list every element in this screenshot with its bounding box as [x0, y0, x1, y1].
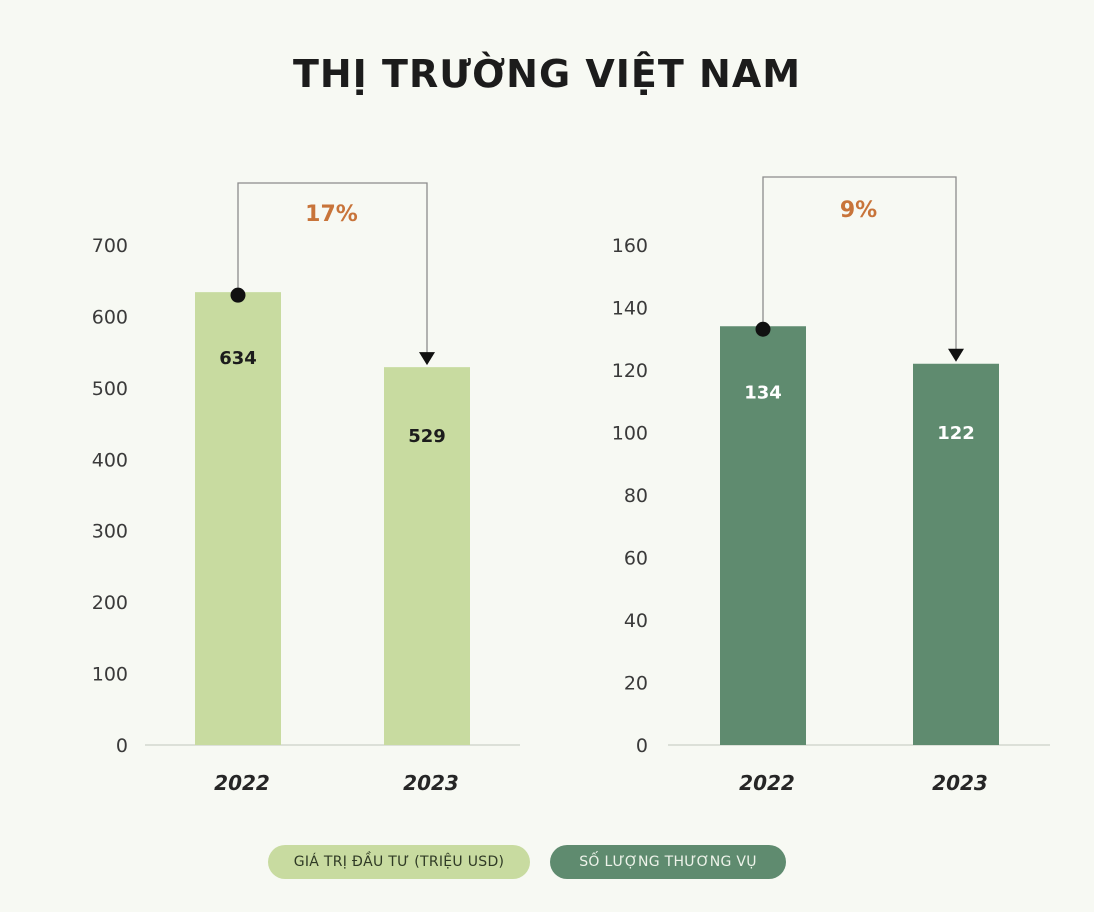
y-tick-label: 0 [116, 735, 128, 757]
bar-2022 [195, 292, 281, 745]
y-tick-label: 80 [624, 485, 648, 507]
change-bracket [237, 182, 428, 356]
y-tick-label: 100 [612, 423, 648, 445]
legend-label: GIÁ TRỊ ĐẦU TƯ (TRIỆU USD) [293, 854, 505, 870]
legend-item-investment-value: GIÁ TRỊ ĐẦU TƯ (TRIỆU USD) [268, 845, 530, 879]
y-tick-label: 20 [624, 673, 648, 695]
x-tick-label: 2022 [214, 771, 270, 795]
bar-2023 [913, 363, 999, 745]
bracket-arrowhead [419, 352, 435, 366]
y-tick-label: 700 [92, 235, 128, 257]
y-tick-label: 140 [612, 298, 648, 320]
data-label: 134 [744, 382, 782, 403]
bar-2023 [384, 367, 470, 745]
y-tick-label: 500 [92, 378, 128, 400]
x-tick-label: 2022 [739, 771, 795, 795]
data-label: 529 [408, 426, 446, 447]
bar-2022 [720, 326, 806, 745]
y-tick-label: 300 [92, 521, 128, 543]
y-tick-label: 160 [612, 235, 648, 257]
y-tick-label: 200 [92, 592, 128, 614]
change-percent-label: 17% [305, 202, 358, 227]
x-tick-label: 2023 [403, 771, 459, 795]
data-label: 122 [937, 423, 975, 444]
change-bracket [762, 176, 957, 352]
y-tick-label: 100 [92, 664, 128, 686]
y-tick-label: 40 [624, 610, 648, 632]
bracket-arrowhead [948, 348, 964, 362]
y-tick-label: 600 [92, 306, 128, 328]
bracket-start-dot [230, 287, 246, 303]
y-tick-label: 120 [612, 360, 648, 382]
y-tick-label: 60 [624, 548, 648, 570]
legend-label: SỐ LƯỢNG THƯƠNG VỤ [579, 854, 757, 870]
data-label: 634 [219, 348, 257, 369]
y-tick-label: 400 [92, 449, 128, 471]
chart-title: THỊ TRƯỜNG VIỆT NAM [292, 52, 802, 96]
y-tick-label: 0 [636, 735, 648, 757]
bracket-start-dot [755, 321, 771, 337]
change-percent-label: 9% [840, 198, 877, 223]
legend-item-deal-count: SỐ LƯỢNG THƯƠNG VỤ [550, 845, 786, 879]
x-tick-label: 2023 [932, 771, 988, 795]
